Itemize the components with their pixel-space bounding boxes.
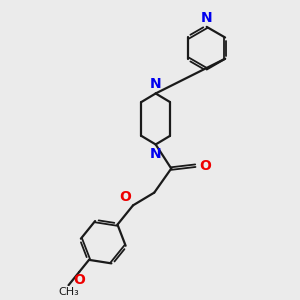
Text: O: O bbox=[73, 273, 85, 287]
Text: N: N bbox=[201, 11, 212, 25]
Text: CH₃: CH₃ bbox=[58, 287, 79, 298]
Text: O: O bbox=[200, 159, 211, 173]
Text: N: N bbox=[150, 77, 161, 91]
Text: N: N bbox=[150, 147, 161, 161]
Text: O: O bbox=[119, 190, 131, 204]
